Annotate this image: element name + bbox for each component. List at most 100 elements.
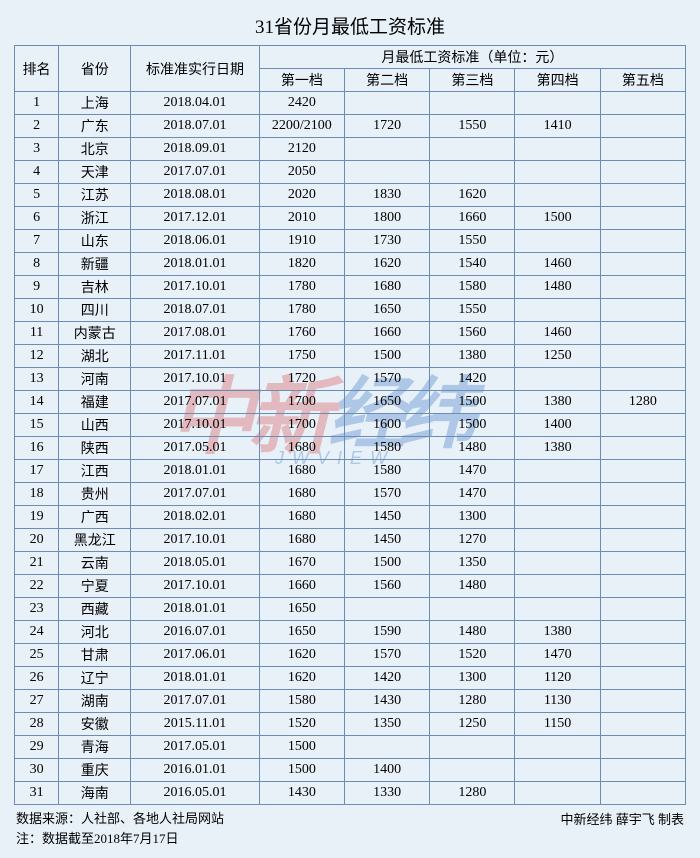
- cell-t4: [515, 368, 600, 391]
- cell-date: 2016.01.01: [131, 759, 259, 782]
- cell-t4: 1410: [515, 115, 600, 138]
- cell-t1: 1820: [259, 253, 344, 276]
- cell-t1: 2200/2100: [259, 115, 344, 138]
- cell-t1: 1660: [259, 575, 344, 598]
- cell-t4: [515, 230, 600, 253]
- cell-date: 2017.07.01: [131, 391, 259, 414]
- cell-t4: 1460: [515, 322, 600, 345]
- table-row: 2广东2018.07.012200/2100172015501410: [15, 115, 686, 138]
- cell-t1: 2420: [259, 92, 344, 115]
- cell-prov: 青海: [59, 736, 131, 759]
- table-row: 27湖南2017.07.011580143012801130: [15, 690, 686, 713]
- table-row: 17江西2018.01.01168015801470: [15, 460, 686, 483]
- table-row: 26辽宁2018.01.011620142013001120: [15, 667, 686, 690]
- cell-t4: [515, 736, 600, 759]
- cell-date: 2018.01.01: [131, 598, 259, 621]
- table-row: 3北京2018.09.012120: [15, 138, 686, 161]
- footer-source: 数据来源：人社部、各地人社局网站: [16, 809, 224, 829]
- cell-t4: [515, 161, 600, 184]
- page-title: 31省份月最低工资标准: [14, 8, 686, 45]
- cell-prov: 湖南: [59, 690, 131, 713]
- header-tier1: 第一档: [259, 69, 344, 92]
- cell-date: 2017.08.01: [131, 322, 259, 345]
- cell-prov: 内蒙古: [59, 322, 131, 345]
- cell-prov: 北京: [59, 138, 131, 161]
- cell-prov: 广西: [59, 506, 131, 529]
- cell-t4: [515, 529, 600, 552]
- cell-t3: [430, 161, 515, 184]
- cell-prov: 上海: [59, 92, 131, 115]
- cell-date: 2017.10.01: [131, 276, 259, 299]
- cell-t2: 1500: [344, 345, 429, 368]
- cell-t3: 1500: [430, 414, 515, 437]
- cell-date: 2018.02.01: [131, 506, 259, 529]
- cell-t3: 1560: [430, 322, 515, 345]
- cell-t4: [515, 460, 600, 483]
- cell-t1: 1620: [259, 644, 344, 667]
- cell-t5: [600, 230, 685, 253]
- cell-t1: 1500: [259, 759, 344, 782]
- cell-date: 2017.12.01: [131, 207, 259, 230]
- cell-date: 2018.08.01: [131, 184, 259, 207]
- cell-prov: 宁夏: [59, 575, 131, 598]
- cell-t5: [600, 690, 685, 713]
- cell-date: 2017.06.01: [131, 644, 259, 667]
- cell-t4: 1400: [515, 414, 600, 437]
- cell-t3: 1580: [430, 276, 515, 299]
- cell-prov: 新疆: [59, 253, 131, 276]
- cell-t4: 1380: [515, 621, 600, 644]
- table-row: 6浙江2017.12.012010180016601500: [15, 207, 686, 230]
- cell-t2: 1570: [344, 483, 429, 506]
- cell-t2: 1330: [344, 782, 429, 805]
- cell-t4: [515, 575, 600, 598]
- cell-t5: [600, 207, 685, 230]
- cell-t1: 2010: [259, 207, 344, 230]
- header-tier5: 第五档: [600, 69, 685, 92]
- cell-t1: 1650: [259, 621, 344, 644]
- cell-t3: 1500: [430, 391, 515, 414]
- cell-date: 2017.05.01: [131, 736, 259, 759]
- table-row: 24河北2016.07.011650159014801380: [15, 621, 686, 644]
- cell-t2: 1570: [344, 644, 429, 667]
- table-row: 5江苏2018.08.01202018301620: [15, 184, 686, 207]
- cell-t1: 1700: [259, 414, 344, 437]
- cell-t3: 1550: [430, 230, 515, 253]
- table-row: 10四川2018.07.01178016501550: [15, 299, 686, 322]
- cell-t3: 1660: [430, 207, 515, 230]
- cell-rank: 13: [15, 368, 59, 391]
- cell-t4: [515, 598, 600, 621]
- cell-rank: 15: [15, 414, 59, 437]
- cell-t3: 1280: [430, 690, 515, 713]
- table-row: 4天津2017.07.012050: [15, 161, 686, 184]
- cell-t5: [600, 138, 685, 161]
- cell-t1: 1680: [259, 437, 344, 460]
- header-province: 省份: [59, 46, 131, 92]
- cell-t1: 2120: [259, 138, 344, 161]
- cell-t5: [600, 667, 685, 690]
- cell-t5: [600, 782, 685, 805]
- cell-date: 2018.07.01: [131, 299, 259, 322]
- cell-date: 2017.07.01: [131, 483, 259, 506]
- cell-t1: 1650: [259, 598, 344, 621]
- cell-date: 2017.10.01: [131, 368, 259, 391]
- cell-t1: 1620: [259, 667, 344, 690]
- cell-t2: 1430: [344, 690, 429, 713]
- cell-t5: [600, 621, 685, 644]
- cell-date: 2017.10.01: [131, 529, 259, 552]
- cell-date: 2015.11.01: [131, 713, 259, 736]
- cell-t2: [344, 161, 429, 184]
- table-row: 28安徽2015.11.011520135012501150: [15, 713, 686, 736]
- cell-prov: 海南: [59, 782, 131, 805]
- header-date: 标准准实行日期: [131, 46, 259, 92]
- cell-t5: [600, 644, 685, 667]
- cell-t2: 1420: [344, 667, 429, 690]
- cell-t4: 1470: [515, 644, 600, 667]
- cell-t1: 1520: [259, 713, 344, 736]
- cell-prov: 西藏: [59, 598, 131, 621]
- cell-t3: [430, 759, 515, 782]
- cell-t5: [600, 529, 685, 552]
- cell-t2: 1500: [344, 552, 429, 575]
- cell-t2: 1620: [344, 253, 429, 276]
- cell-t5: [600, 460, 685, 483]
- cell-prov: 陕西: [59, 437, 131, 460]
